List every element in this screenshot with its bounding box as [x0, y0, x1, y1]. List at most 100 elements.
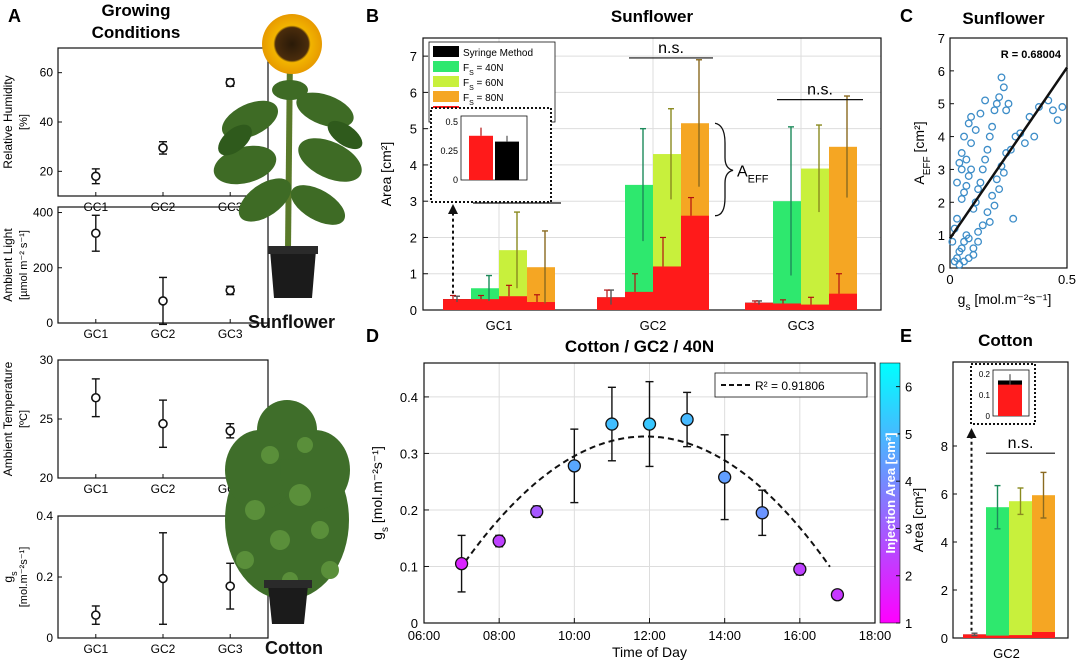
panel-c-point [1009, 214, 1018, 223]
panel-e-chart: Cotton 0 2 4 6 8 GC2 n.s. Area [cm²] 0 0.1 0.2 [910, 331, 1069, 661]
panel-e-title: Cotton [978, 331, 1033, 350]
panel-d-xtick-label: 06:00 [408, 628, 441, 643]
panel-d-point [605, 417, 619, 431]
panel-a-ylabel: gs [mol.m⁻²s⁻¹] [1, 547, 30, 608]
panel-b-ytick-label: 5 [410, 122, 417, 137]
panel-c-point [992, 99, 1001, 108]
panel-e-injured-bar [1032, 632, 1055, 638]
panel-d-colorbar-tick-label: 4 [905, 474, 912, 489]
panel-e-bar [1032, 495, 1055, 638]
panel-a-ytick-label: 200 [33, 261, 53, 275]
panel-c-point [1020, 139, 1029, 148]
panel-d-colorbar-tick-label: 3 [905, 521, 912, 536]
panel-a-ylabel-text: Ambient Temperature [1, 361, 15, 476]
panel-d-point [454, 557, 469, 571]
panel-b-ns-label: n.s. [658, 40, 684, 57]
panel-a-xtick-label: GC2 [151, 482, 176, 496]
panel-c-point [969, 250, 978, 259]
panel-e-ytick-label: 0 [941, 631, 948, 646]
panel-a-ylabel-unit: [%] [18, 114, 30, 130]
panel-c-ytick-label: 0 [938, 261, 945, 276]
panel-d-title: Cotton / GC2 / 40N [565, 337, 714, 356]
panel-a-ytick-label: 0.4 [36, 509, 53, 523]
panel-c-point [985, 218, 994, 226]
panel-a-point-gc2 [158, 143, 168, 153]
panel-c-point [999, 83, 1008, 92]
panel-a-point-gc1 [91, 228, 101, 239]
panel-d-xtick-label: 14:00 [708, 628, 741, 643]
panel-c-point [948, 237, 957, 246]
panel-a-ytick-label: 0 [46, 316, 53, 330]
panel-c-point [985, 132, 994, 141]
panel-b-legend-swatch [433, 46, 459, 57]
panel-c-point [981, 155, 990, 164]
panel-c-ytick-label: 1 [938, 228, 945, 243]
panel-b-legend-label: FS = 40N [463, 63, 504, 77]
panel-c-title: Sunflower [962, 9, 1045, 28]
panel-b-injured-bar [443, 299, 471, 310]
panel-c-point [960, 132, 968, 141]
panel-c-point [983, 145, 992, 154]
panel-c-point [969, 244, 978, 253]
panel-b-aeff-label: AEFF [737, 163, 769, 185]
panel-c-point [957, 149, 966, 157]
panel-b-injured-bar [625, 291, 653, 310]
panel-d-point [718, 470, 732, 484]
panel-d-colorbar-tick-label: 5 [905, 427, 912, 442]
panel-d-point [830, 588, 845, 602]
panel-e-ytick-label: 8 [941, 439, 948, 454]
panel-b-ytick-label: 2 [410, 230, 417, 245]
panel-a-point-gc2 [158, 418, 168, 429]
panel-c-point [955, 158, 964, 167]
panel-letter-c: C [900, 6, 913, 26]
panel-a-ylabel-unit: [ºC] [18, 410, 30, 428]
panel-e-ns-label: n.s. [1008, 435, 1034, 452]
panel-c-point [960, 257, 968, 266]
panel-c-axes-frame [949, 37, 1068, 269]
panel-a-ylabel-text: Relative Humidity [1, 75, 15, 168]
panel-c-point [978, 221, 987, 230]
panel-letter-a: A [8, 6, 21, 26]
panel-b-inset-ytick: 0.25 [440, 146, 458, 156]
panel-c-point [971, 126, 980, 134]
panel-a-ylabel-text: Ambient Light [1, 228, 15, 302]
panel-a-ytick-label: 40 [40, 115, 54, 129]
panel-c-ytick-label: 5 [938, 97, 945, 112]
panel-b-legend-label: Syringe Method [463, 48, 533, 59]
panel-d-colorbar-tick-label: 1 [905, 616, 912, 631]
panel-c-point [1058, 103, 1067, 111]
panel-a-ytick-label: 0.2 [36, 570, 53, 584]
panel-a-xtick-label: GC2 [151, 642, 176, 656]
panel-c-point [990, 106, 999, 115]
panel-b-xtick-label: GC2 [640, 318, 667, 333]
panel-a-xtick-label: GC1 [83, 327, 108, 341]
panel-c-point [995, 185, 1004, 194]
panel-a-subplot-2: 0 200 400 GC1 GC2 GC3 Ambient Light [µmol m⁻² s… [1, 206, 269, 341]
panel-a-point-gc3 [225, 77, 235, 88]
panel-b-xtick-label: GC1 [486, 318, 513, 333]
panel-d-xlabel: Time of Day [612, 644, 687, 660]
panel-a-title-line1: Growing [102, 1, 171, 20]
panel-a-point-gc1 [91, 392, 101, 403]
panel-e-inset-ytick: 0.1 [979, 391, 991, 400]
panel-a-xtick-label: GC1 [83, 642, 108, 656]
panel-a-point-gc3 [225, 425, 235, 436]
panel-letter-b: B [366, 6, 379, 26]
panel-a-xtick-label: GC3 [218, 327, 243, 341]
panel-e-ytick-label: 6 [941, 487, 948, 502]
panel-d-point [642, 417, 657, 431]
panel-d-ytick-label: 0.4 [400, 390, 418, 405]
panel-c-point [995, 93, 1004, 102]
panel-c-chart: Sunflower 0 1 2 3 4 5 6 7 0 0.5 R = 0.68004 gs [mol.… [911, 9, 1076, 313]
panel-c-point [967, 165, 976, 174]
panel-d-colorbar-label: Injection Area [cm²] [883, 433, 898, 554]
panel-c-point [976, 178, 985, 187]
panel-b-ylabel: Area [cm²] [378, 142, 394, 207]
panel-a-ylabel: Relative Humidity [%] [1, 75, 30, 168]
panel-b-ylabel-text: Area [cm²] [378, 142, 394, 207]
panel-a-xtick-label: GC3 [218, 642, 243, 656]
panel-e-injured-bar [986, 635, 1009, 638]
panel-d-colorbar-label-text: Injection Area [cm²] [883, 433, 898, 554]
